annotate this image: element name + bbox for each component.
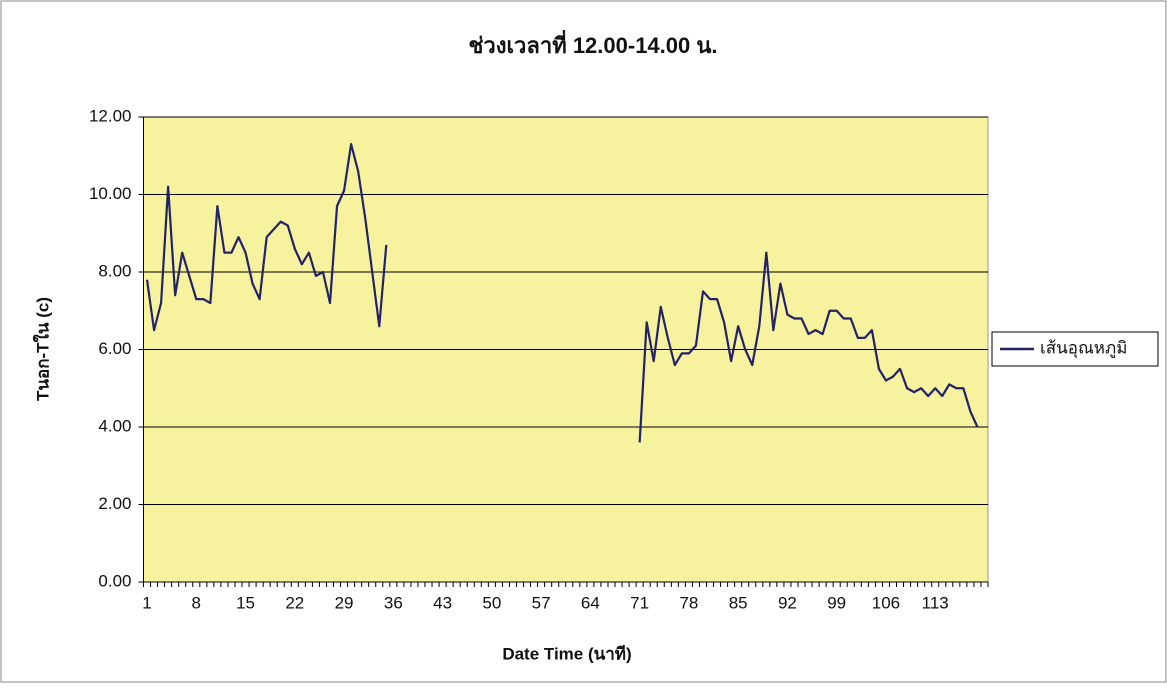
chart-title: ช่วงเวลาที่ 12.00-14.00 น. — [468, 29, 717, 58]
y-tick-label: 12.00 — [89, 106, 132, 125]
y-axis-label: Tนอก-Tใน (c) — [32, 297, 52, 401]
y-tick-label: 6.00 — [98, 339, 131, 358]
y-tick-label: 0.00 — [98, 571, 131, 590]
x-tick-label: 57 — [532, 593, 551, 612]
x-tick-label: 85 — [729, 593, 748, 612]
y-tick-label: 2.00 — [98, 494, 131, 513]
x-tick-label: 106 — [872, 593, 900, 612]
x-tick-label: 64 — [581, 593, 600, 612]
x-tick-label: 22 — [285, 593, 304, 612]
x-tick-label: 71 — [630, 593, 649, 612]
x-tick-label: 50 — [482, 593, 501, 612]
x-tick-label: 113 — [922, 593, 949, 612]
x-tick-label: 1 — [142, 593, 151, 612]
x-tick-label: 36 — [384, 593, 403, 612]
x-tick-label: 78 — [679, 593, 698, 612]
x-tick-label: 15 — [236, 593, 255, 612]
y-tick-label: 10.00 — [89, 184, 132, 203]
x-tick-label: 8 — [192, 593, 201, 612]
x-tick-label: 99 — [827, 593, 846, 612]
x-tick-label: 43 — [433, 593, 452, 612]
chart: ช่วงเวลาที่ 12.00-14.00 น. Tนอก-Tใน (c) … — [0, 0, 1167, 683]
x-tick-label: 92 — [778, 593, 797, 612]
x-tick-label: 29 — [335, 593, 354, 612]
legend-label: เส้นอุณหภูมิ — [1040, 338, 1127, 358]
y-tick-label: 4.00 — [98, 416, 131, 435]
x-axis-label: Date Time (นาที) — [502, 643, 631, 663]
y-tick-label: 8.00 — [98, 261, 131, 280]
